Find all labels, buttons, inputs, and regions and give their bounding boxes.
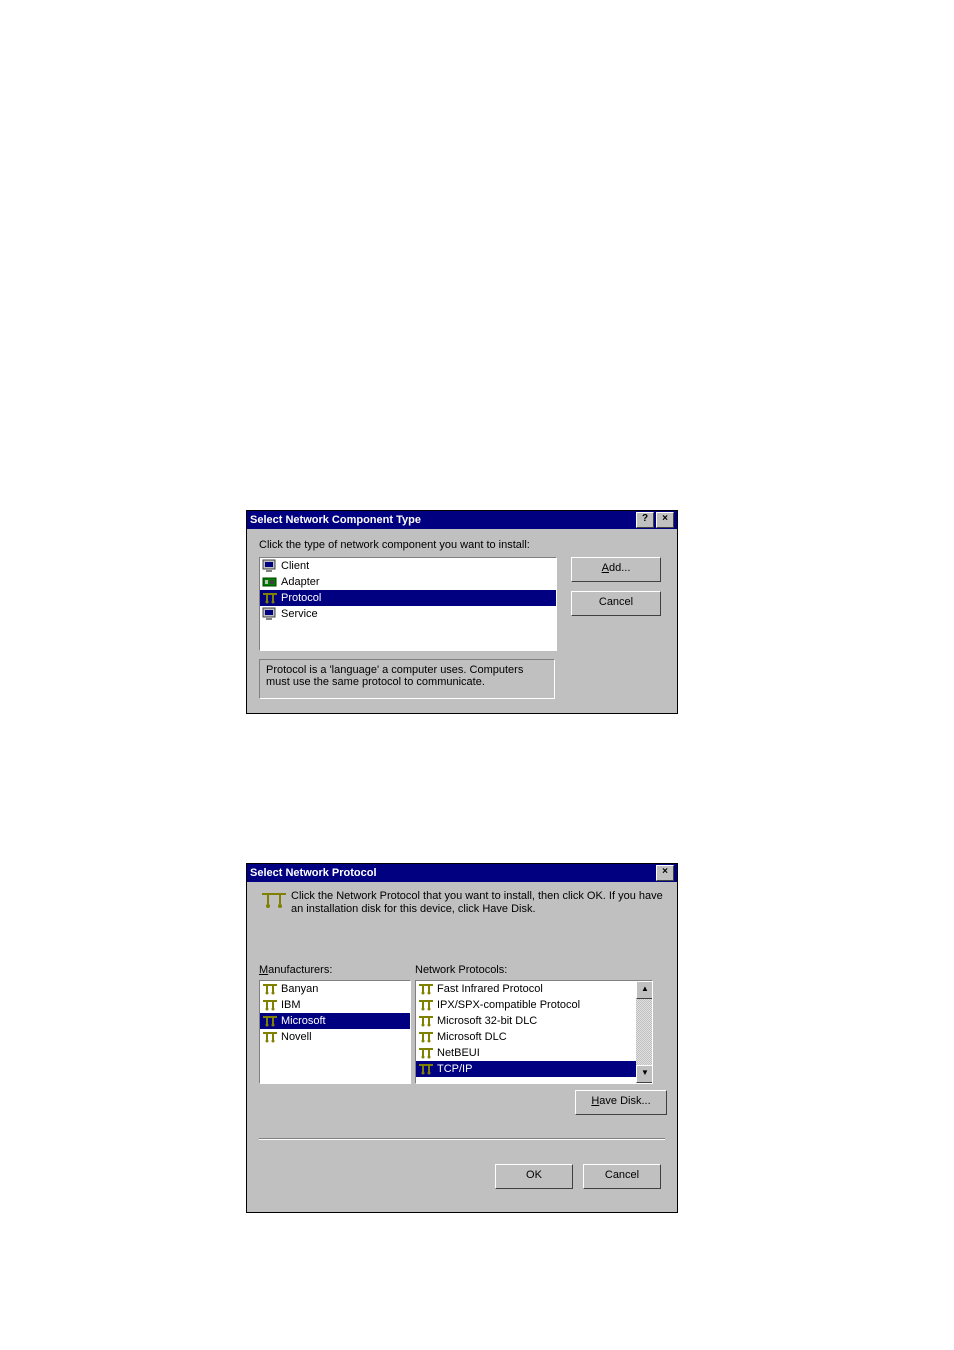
- protocol-icon: [418, 1046, 434, 1060]
- list-item-label: Protocol: [281, 592, 321, 604]
- protocol-icon: [262, 982, 278, 996]
- list-item-label: NetBEUI: [437, 1047, 480, 1059]
- titlebar: Select Network Protocol ×: [247, 864, 677, 882]
- add-button[interactable]: Add...: [571, 557, 661, 582]
- list-item[interactable]: Microsoft 32-bit DLC: [416, 1013, 636, 1029]
- titlebar: Select Network Component Type ? ×: [247, 511, 677, 529]
- list-item-label: Client: [281, 560, 309, 572]
- list-item[interactable]: IPX/SPX-compatible Protocol: [416, 997, 636, 1013]
- list-item[interactable]: Service: [260, 606, 556, 622]
- list-item-label: IBM: [281, 999, 301, 1011]
- list-item-label: Microsoft DLC: [437, 1031, 507, 1043]
- protocol-icon: [418, 1030, 434, 1044]
- list-item-label: Novell: [281, 1031, 312, 1043]
- list-item[interactable]: Protocol: [260, 590, 556, 606]
- component-type-list[interactable]: Client Adapter Protocol Service: [259, 557, 557, 651]
- list-item[interactable]: Microsoft: [260, 1013, 410, 1029]
- cancel-button[interactable]: Cancel: [583, 1164, 661, 1189]
- list-item-label: Banyan: [281, 983, 318, 995]
- instruction-text: Click the type of network component you …: [259, 539, 530, 551]
- list-item-label: IPX/SPX-compatible Protocol: [437, 999, 580, 1011]
- list-item-label: Microsoft: [281, 1015, 326, 1027]
- instruction-row: Click the Network Protocol that you want…: [247, 882, 677, 930]
- list-item[interactable]: Client: [260, 558, 556, 574]
- card-icon: [262, 575, 278, 589]
- manufacturers-list[interactable]: Banyan IBM Microsoft Novell: [259, 980, 411, 1084]
- monitor-icon: [262, 559, 278, 573]
- separator: [259, 1138, 665, 1140]
- cancel-button[interactable]: Cancel: [571, 591, 661, 616]
- dialog-title: Select Network Protocol: [250, 864, 377, 882]
- protocols-label: Network Protocols:: [415, 964, 507, 976]
- list-item-label: Microsoft 32-bit DLC: [437, 1015, 537, 1027]
- description-box: Protocol is a 'language' a computer uses…: [259, 659, 555, 699]
- help-icon[interactable]: ?: [636, 512, 654, 528]
- protocol-icon: [418, 982, 434, 996]
- instruction-text: Click the Network Protocol that you want…: [291, 890, 667, 916]
- list-item[interactable]: NetBEUI: [416, 1045, 636, 1061]
- protocol-icon: [418, 1062, 434, 1076]
- protocols-list[interactable]: Fast Infrared Protocol IPX/SPX-compatible…: [415, 980, 653, 1084]
- select-network-protocol-dialog: Select Network Protocol × Click the Netw…: [246, 863, 678, 1213]
- dialog-title: Select Network Component Type: [250, 511, 421, 529]
- scroll-down-icon[interactable]: ▼: [636, 1065, 653, 1083]
- protocol-icon: [257, 890, 291, 912]
- list-item[interactable]: IBM: [260, 997, 410, 1013]
- scrollbar[interactable]: ▲ ▼: [636, 981, 652, 1083]
- list-item[interactable]: Banyan: [260, 981, 410, 997]
- manufacturers-label: Manufacturers:: [259, 964, 332, 976]
- ok-button[interactable]: OK: [495, 1164, 573, 1189]
- select-component-type-dialog: Select Network Component Type ? × Click …: [246, 510, 678, 714]
- protocol-icon: [262, 591, 278, 605]
- list-item-label: Adapter: [281, 576, 320, 588]
- monitor-icon: [262, 607, 278, 621]
- list-item-label: Service: [281, 608, 318, 620]
- list-item[interactable]: Microsoft DLC: [416, 1029, 636, 1045]
- list-item[interactable]: Adapter: [260, 574, 556, 590]
- protocol-icon: [262, 1030, 278, 1044]
- list-item-label: TCP/IP: [437, 1063, 472, 1075]
- close-icon[interactable]: ×: [656, 865, 674, 881]
- have-disk-button[interactable]: Have Disk...: [575, 1090, 667, 1115]
- list-item[interactable]: TCP/IP: [416, 1061, 636, 1077]
- protocol-icon: [262, 998, 278, 1012]
- scroll-up-icon[interactable]: ▲: [636, 981, 653, 999]
- protocol-icon: [418, 1014, 434, 1028]
- list-item[interactable]: Novell: [260, 1029, 410, 1045]
- list-item-label: Fast Infrared Protocol: [437, 983, 543, 995]
- protocol-icon: [262, 1014, 278, 1028]
- protocol-icon: [418, 998, 434, 1012]
- close-icon[interactable]: ×: [656, 512, 674, 528]
- list-item[interactable]: Fast Infrared Protocol: [416, 981, 636, 997]
